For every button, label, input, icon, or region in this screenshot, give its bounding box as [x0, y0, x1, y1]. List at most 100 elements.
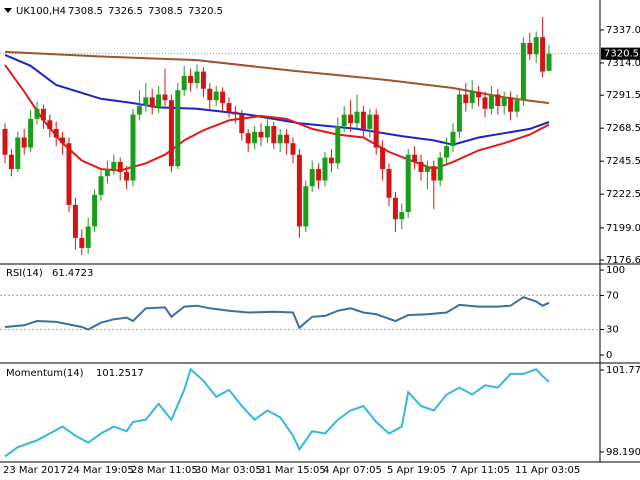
candle-body	[175, 90, 181, 167]
y-tick-label: 7268.5	[606, 123, 640, 134]
candle-body	[111, 161, 117, 170]
candle-body	[348, 114, 354, 124]
candle-body	[34, 108, 40, 119]
candle-body	[181, 75, 187, 91]
rsi-title: RSI(14)	[6, 268, 43, 279]
candle-body	[469, 91, 475, 104]
momentum-value: 101.2517	[96, 368, 144, 379]
y-tick-label: 30	[606, 325, 619, 336]
candle-body	[380, 147, 386, 170]
menu-arrow	[4, 8, 12, 13]
candle-body	[207, 88, 213, 101]
candle-body	[85, 226, 91, 248]
x-tick-label: 31 Mar 15:05	[259, 465, 326, 476]
candle-body	[450, 131, 456, 147]
candle-body	[47, 120, 53, 129]
candle-body	[8, 154, 14, 170]
candle-body	[508, 97, 514, 112]
y-tick-label: 7291.5	[606, 90, 640, 101]
candle-body	[495, 94, 501, 106]
candle-body	[194, 71, 200, 84]
y-tick-label: 7337.0	[606, 25, 640, 36]
candle-body	[488, 94, 494, 109]
candle-body	[303, 186, 309, 227]
candle-body	[501, 97, 507, 106]
candle-body	[264, 126, 270, 138]
candle-body	[309, 169, 315, 187]
candle-body	[213, 91, 219, 101]
y-tick-label: 100	[606, 265, 625, 276]
y-tick-label: 70	[606, 291, 619, 302]
candle-body	[226, 103, 232, 112]
candle-body	[373, 114, 379, 148]
candle-body	[546, 53, 552, 71]
candle-body	[354, 111, 360, 124]
candle-body	[188, 75, 194, 84]
candle-body	[316, 169, 322, 181]
candle-body	[15, 137, 21, 170]
header-high: 7326.5	[108, 6, 143, 17]
candle-body	[130, 114, 136, 181]
moving-average	[4, 64, 550, 172]
candle-body	[412, 154, 418, 162]
candle-body	[431, 166, 437, 181]
candle-body	[296, 154, 302, 227]
candle-body	[136, 105, 142, 115]
candle-body	[527, 42, 533, 55]
candle-body	[258, 131, 264, 138]
candle-body	[322, 157, 328, 181]
candle-body	[418, 161, 424, 172]
y-tick-label: 7245.5	[606, 156, 640, 167]
candle-body	[437, 157, 443, 181]
candle-body	[124, 171, 130, 181]
indicator-line	[4, 296, 550, 331]
x-tick-label: 7 Apr 11:05	[451, 465, 510, 476]
candle-body	[533, 37, 539, 55]
candle-body	[98, 176, 104, 195]
momentum-title: Momentum(14)	[6, 368, 84, 379]
candle-body	[399, 212, 405, 220]
candle-body	[66, 143, 72, 205]
candle-body	[162, 94, 168, 101]
candle-body	[149, 97, 155, 108]
x-tick-label: 11 Apr 03:05	[515, 465, 580, 476]
candle-body	[21, 137, 27, 148]
x-tick-label: 30 Mar 03:05	[195, 465, 262, 476]
x-tick-label: 24 Mar 19:05	[67, 465, 134, 476]
candle-body	[239, 114, 245, 134]
candle-body	[392, 197, 398, 220]
y-tick-label: 98.1905	[606, 447, 640, 458]
candle-body	[444, 146, 450, 158]
candle-body	[476, 91, 482, 98]
candle-body	[79, 237, 85, 248]
y-tick-label: 7314.0	[606, 58, 640, 69]
candle-body	[424, 166, 430, 172]
candle-body	[335, 126, 341, 164]
x-tick-label: 23 Mar 2017	[3, 465, 66, 476]
candle-body	[72, 204, 78, 238]
candle-body	[367, 114, 373, 129]
candle-body	[2, 128, 8, 155]
candle-body	[53, 128, 59, 138]
candle-body	[117, 161, 123, 172]
candle-body	[290, 143, 296, 155]
rsi-value: 61.4723	[52, 268, 93, 279]
header-low: 7308.5	[148, 6, 183, 17]
candle-body	[156, 94, 162, 108]
candle-body	[463, 94, 469, 104]
y-tick-label: 101.7701	[606, 365, 640, 376]
header-close: 7320.5	[188, 6, 223, 17]
candle-body	[60, 137, 66, 144]
candle-body	[514, 100, 520, 112]
candle-body	[284, 134, 290, 144]
candle-body	[104, 169, 110, 177]
x-tick-label: 4 Apr 07:05	[323, 465, 382, 476]
symbol-title: UK100,H4	[16, 6, 66, 17]
candle-body	[540, 37, 546, 72]
y-tick-label: 7176.6	[606, 255, 640, 266]
candle-body	[271, 126, 277, 144]
candle-body	[341, 114, 347, 127]
y-tick-label: 7222.5	[606, 189, 640, 200]
candle-body	[92, 194, 98, 227]
